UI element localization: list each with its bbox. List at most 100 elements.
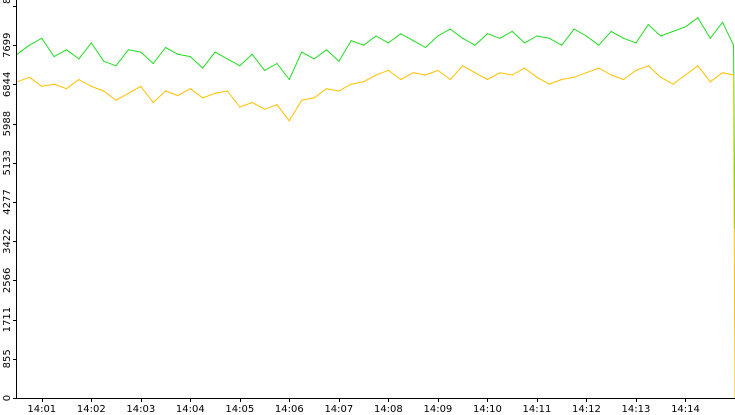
- data-point: [202, 67, 204, 69]
- series-2: [16, 65, 735, 399]
- data-point: [226, 90, 228, 92]
- data-point: [647, 24, 649, 26]
- data-point: [672, 30, 674, 32]
- x-tick-label: 14:05: [225, 404, 254, 415]
- data-point: [177, 95, 179, 97]
- data-point: [474, 72, 476, 74]
- data-point: [548, 83, 550, 85]
- data-point: [363, 44, 365, 46]
- data-point: [722, 72, 724, 74]
- x-tick-label: 14:12: [572, 404, 601, 415]
- data-point: [524, 67, 526, 69]
- data-point: [660, 35, 662, 37]
- data-point: [375, 74, 377, 76]
- data-point: [598, 67, 600, 69]
- data-point: [276, 62, 278, 65]
- data-point: [338, 60, 340, 62]
- data-point: [722, 21, 724, 23]
- data-point: [239, 106, 241, 108]
- x-tick-label: 14:02: [77, 404, 106, 415]
- y-axis-ticks: 0 855 1711 2566 3422 4277 5133 5988 6844 7699 8555: [2, 0, 17, 401]
- data-point: [202, 97, 204, 99]
- data-point: [412, 40, 414, 42]
- y-tick-label: 3422: [2, 228, 13, 253]
- data-point: [53, 56, 55, 58]
- data-point: [647, 65, 649, 67]
- data-point: [387, 42, 389, 44]
- data-point: [548, 37, 550, 39]
- x-tick-label: 14:03: [126, 404, 155, 415]
- data-point: [103, 90, 105, 92]
- x-tick-label: 14:09: [423, 404, 452, 415]
- data-point: [697, 17, 699, 19]
- data-point: [585, 35, 588, 37]
- data-point: [53, 83, 55, 85]
- y-tick-label: 8555: [2, 0, 13, 4]
- data-point: [424, 74, 427, 76]
- data-point: [573, 28, 575, 30]
- x-tick-label: 14:08: [374, 404, 403, 415]
- data-point: [251, 53, 253, 55]
- y-tick-label: 1711: [2, 307, 13, 332]
- data-point: [313, 58, 315, 60]
- data-point: [325, 88, 328, 90]
- data-point: [226, 58, 228, 60]
- data-point: [511, 74, 513, 76]
- data-point: [140, 51, 142, 53]
- data-point: [486, 33, 488, 35]
- data-point: [363, 81, 365, 83]
- data-point: [610, 30, 612, 32]
- data-point: [165, 46, 167, 49]
- data-point: [177, 53, 179, 55]
- data-point: [561, 44, 563, 46]
- data-point: [585, 72, 588, 74]
- y-tick-label: 855: [2, 349, 13, 368]
- data-point: [499, 72, 501, 74]
- series-layer: [16, 17, 735, 399]
- data-point: [165, 90, 167, 92]
- x-tick-label: 14:01: [27, 404, 56, 415]
- data-point: [115, 65, 117, 67]
- data-point: [697, 65, 699, 67]
- data-point: [375, 35, 377, 37]
- data-point: [623, 37, 625, 39]
- data-point: [288, 120, 290, 122]
- data-point: [684, 74, 687, 76]
- data-point: [499, 37, 501, 39]
- data-point: [140, 85, 142, 87]
- y-tick-label: 6844: [2, 72, 13, 97]
- data-point: [350, 40, 352, 42]
- data-point: [189, 56, 191, 58]
- x-tick-label: 14:04: [176, 404, 205, 415]
- data-point: [103, 60, 105, 62]
- data-point: [462, 65, 464, 67]
- data-point: [610, 74, 612, 76]
- data-point: [709, 81, 711, 83]
- data-point: [127, 49, 129, 51]
- data-point: [65, 88, 68, 90]
- data-point: [400, 33, 402, 35]
- data-point: [152, 62, 154, 65]
- data-point: [462, 37, 464, 39]
- data-point: [672, 83, 674, 85]
- x-axis-ticks: 14:01 14:02 14:03 14:04 14:05 14:06 14:07 14:08…: [27, 398, 700, 415]
- data-point: [424, 46, 427, 49]
- data-point: [41, 37, 43, 39]
- data-point: [115, 99, 117, 101]
- y-tick-label: 7699: [2, 32, 13, 57]
- y-tick-label: 4277: [2, 189, 13, 214]
- y-tick-label: 2566: [2, 268, 13, 293]
- data-point: [598, 44, 600, 46]
- data-point: [709, 37, 711, 39]
- data-point: [412, 72, 414, 74]
- x-tick-label: 14:11: [523, 404, 552, 415]
- x-tick-label: 14:07: [324, 404, 353, 415]
- series-line: [16, 17, 735, 229]
- data-point: [536, 76, 538, 78]
- data-point: [90, 42, 92, 44]
- data-point: [660, 76, 662, 78]
- data-point: [276, 104, 278, 106]
- data-point: [189, 88, 191, 90]
- data-point: [301, 99, 303, 101]
